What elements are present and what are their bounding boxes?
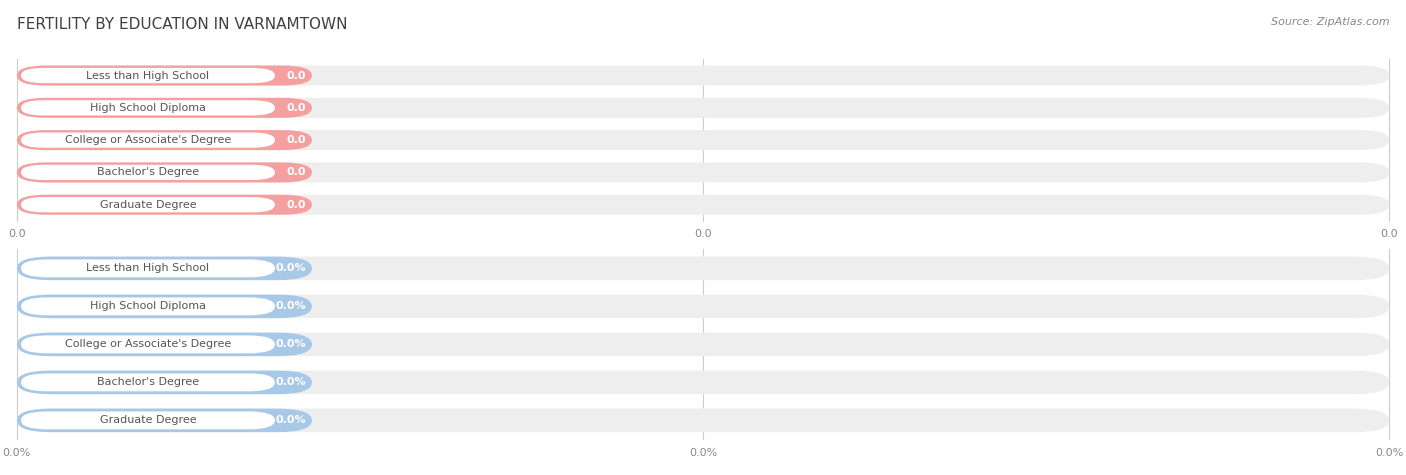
Text: Less than High School: Less than High School [86,263,209,274]
Text: 0.0%: 0.0% [689,448,717,458]
FancyBboxPatch shape [17,294,312,318]
Text: College or Associate's Degree: College or Associate's Degree [65,135,231,145]
FancyBboxPatch shape [17,408,312,432]
Text: 0.0%: 0.0% [276,339,307,350]
Text: Graduate Degree: Graduate Degree [100,415,197,426]
FancyBboxPatch shape [21,335,274,353]
FancyBboxPatch shape [21,197,274,212]
FancyBboxPatch shape [17,294,1389,318]
Text: 0.0%: 0.0% [276,415,307,426]
Text: 0.0: 0.0 [287,167,307,178]
FancyBboxPatch shape [17,162,1389,182]
FancyBboxPatch shape [17,98,312,118]
Text: 0.0%: 0.0% [276,377,307,388]
Text: High School Diploma: High School Diploma [90,103,205,113]
FancyBboxPatch shape [17,256,1389,280]
Text: 0.0%: 0.0% [1375,448,1403,458]
FancyBboxPatch shape [21,100,274,115]
FancyBboxPatch shape [21,373,274,391]
Text: 0.0: 0.0 [287,70,307,81]
Text: 0.0: 0.0 [695,229,711,239]
Text: 0.0: 0.0 [287,200,307,210]
Text: 0.0: 0.0 [1381,229,1398,239]
Text: College or Associate's Degree: College or Associate's Degree [65,339,231,350]
FancyBboxPatch shape [17,98,1389,118]
Text: High School Diploma: High School Diploma [90,301,205,312]
FancyBboxPatch shape [21,297,274,315]
FancyBboxPatch shape [17,162,312,182]
Text: Bachelor's Degree: Bachelor's Degree [97,167,200,178]
Text: Bachelor's Degree: Bachelor's Degree [97,377,200,388]
FancyBboxPatch shape [17,66,1389,86]
FancyBboxPatch shape [17,195,1389,215]
FancyBboxPatch shape [17,195,312,215]
Text: 0.0: 0.0 [287,103,307,113]
FancyBboxPatch shape [17,256,312,280]
FancyBboxPatch shape [17,332,1389,356]
Text: 0.0%: 0.0% [276,263,307,274]
FancyBboxPatch shape [21,411,274,429]
FancyBboxPatch shape [17,408,1389,432]
Text: 0.0%: 0.0% [3,448,31,458]
FancyBboxPatch shape [21,259,274,277]
FancyBboxPatch shape [21,165,274,180]
FancyBboxPatch shape [17,332,312,356]
FancyBboxPatch shape [17,130,312,150]
FancyBboxPatch shape [17,66,312,86]
Text: FERTILITY BY EDUCATION IN VARNAMTOWN: FERTILITY BY EDUCATION IN VARNAMTOWN [17,17,347,32]
FancyBboxPatch shape [17,130,1389,150]
Text: 0.0: 0.0 [8,229,25,239]
FancyBboxPatch shape [17,370,1389,394]
Text: Graduate Degree: Graduate Degree [100,200,197,210]
FancyBboxPatch shape [17,370,312,394]
FancyBboxPatch shape [21,68,274,83]
Text: 0.0%: 0.0% [276,301,307,312]
Text: Less than High School: Less than High School [86,70,209,81]
FancyBboxPatch shape [21,133,274,148]
Text: 0.0: 0.0 [287,135,307,145]
Text: Source: ZipAtlas.com: Source: ZipAtlas.com [1271,17,1389,27]
